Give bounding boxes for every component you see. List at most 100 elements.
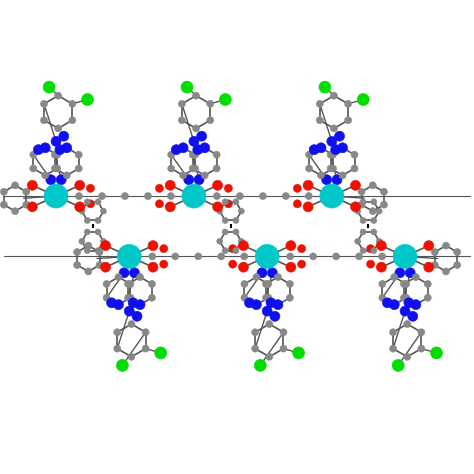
Circle shape <box>298 245 306 253</box>
Circle shape <box>329 165 337 172</box>
Circle shape <box>273 300 283 310</box>
Circle shape <box>149 253 156 260</box>
Circle shape <box>160 260 168 268</box>
Circle shape <box>306 165 312 172</box>
Circle shape <box>330 92 337 99</box>
Circle shape <box>40 100 47 107</box>
Circle shape <box>55 125 62 132</box>
Circle shape <box>155 184 164 192</box>
Circle shape <box>117 359 128 371</box>
Circle shape <box>75 192 82 200</box>
Circle shape <box>95 218 101 223</box>
Circle shape <box>135 300 145 310</box>
Circle shape <box>267 268 277 278</box>
Circle shape <box>44 184 68 208</box>
Circle shape <box>222 229 228 235</box>
Circle shape <box>292 347 305 359</box>
Circle shape <box>424 294 431 301</box>
Circle shape <box>129 268 139 278</box>
Circle shape <box>114 345 121 352</box>
Circle shape <box>132 311 142 321</box>
Circle shape <box>222 247 228 254</box>
Circle shape <box>318 172 325 179</box>
Circle shape <box>40 117 47 124</box>
Circle shape <box>62 143 72 153</box>
Circle shape <box>424 281 431 287</box>
Circle shape <box>121 192 128 200</box>
Circle shape <box>360 247 366 254</box>
Circle shape <box>252 345 259 352</box>
Circle shape <box>168 151 175 158</box>
Circle shape <box>155 200 164 208</box>
Circle shape <box>286 241 296 251</box>
Circle shape <box>128 353 135 360</box>
Circle shape <box>293 184 301 192</box>
Circle shape <box>96 262 103 268</box>
Circle shape <box>395 268 405 278</box>
Circle shape <box>200 143 210 153</box>
Circle shape <box>201 144 208 151</box>
Circle shape <box>117 245 141 268</box>
Circle shape <box>75 151 82 158</box>
Circle shape <box>403 281 410 287</box>
Circle shape <box>356 253 363 260</box>
Circle shape <box>100 238 107 244</box>
Circle shape <box>217 208 223 214</box>
Circle shape <box>286 281 293 287</box>
Circle shape <box>119 268 129 278</box>
Circle shape <box>255 245 279 268</box>
Circle shape <box>84 218 90 223</box>
Circle shape <box>0 201 8 208</box>
Circle shape <box>371 199 377 205</box>
Circle shape <box>184 175 194 185</box>
Circle shape <box>238 241 248 251</box>
Circle shape <box>167 192 174 200</box>
Circle shape <box>327 137 337 146</box>
Circle shape <box>358 201 365 208</box>
Circle shape <box>155 347 167 359</box>
Circle shape <box>181 81 193 93</box>
Circle shape <box>224 200 232 208</box>
Circle shape <box>393 245 417 268</box>
Circle shape <box>257 268 267 278</box>
Circle shape <box>390 345 397 352</box>
Circle shape <box>40 143 50 153</box>
Circle shape <box>418 345 425 352</box>
Circle shape <box>454 248 461 255</box>
Circle shape <box>69 117 76 124</box>
Circle shape <box>283 192 289 200</box>
Circle shape <box>69 100 76 107</box>
Circle shape <box>84 229 90 235</box>
Circle shape <box>95 229 101 235</box>
Circle shape <box>411 300 421 310</box>
Circle shape <box>366 245 374 253</box>
Circle shape <box>443 242 449 249</box>
Circle shape <box>390 329 397 336</box>
Circle shape <box>207 100 214 107</box>
Circle shape <box>237 192 243 200</box>
Circle shape <box>241 253 248 260</box>
Circle shape <box>286 294 293 301</box>
Circle shape <box>233 199 239 205</box>
Circle shape <box>178 117 185 124</box>
Circle shape <box>180 172 187 179</box>
Circle shape <box>376 208 382 214</box>
Circle shape <box>280 329 287 336</box>
Circle shape <box>51 137 61 146</box>
Circle shape <box>298 260 306 268</box>
Circle shape <box>201 172 208 179</box>
Circle shape <box>376 241 386 251</box>
Circle shape <box>404 353 410 360</box>
Circle shape <box>99 192 106 200</box>
Circle shape <box>213 202 223 212</box>
Circle shape <box>228 245 237 253</box>
Circle shape <box>430 347 442 359</box>
Circle shape <box>345 117 352 124</box>
Circle shape <box>222 218 228 223</box>
Circle shape <box>322 175 332 185</box>
Circle shape <box>412 301 419 308</box>
Circle shape <box>148 262 158 272</box>
Circle shape <box>213 192 220 200</box>
Circle shape <box>400 306 410 316</box>
Circle shape <box>192 125 200 132</box>
